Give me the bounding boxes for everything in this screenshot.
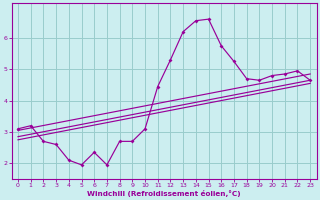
X-axis label: Windchill (Refroidissement éolien,°C): Windchill (Refroidissement éolien,°C) bbox=[87, 190, 241, 197]
